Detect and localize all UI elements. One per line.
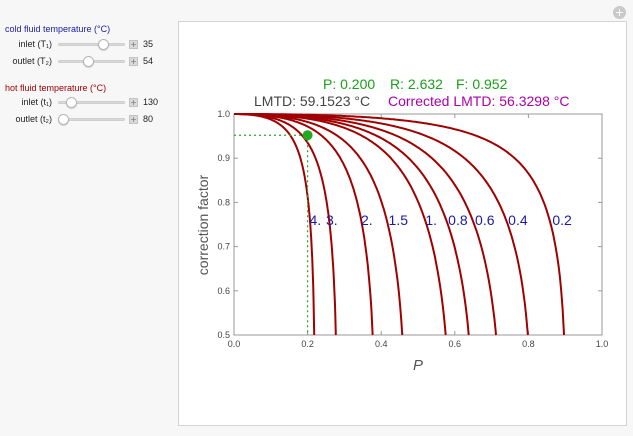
- info-r: R: 2.632: [390, 76, 443, 92]
- y-tick-label: 0.6: [217, 286, 230, 296]
- x-tick-label: 1.0: [596, 339, 609, 349]
- cold-inlet-row: inlet (T₁) + 35: [0, 38, 178, 52]
- curve-label-0.4: 0.4: [508, 212, 528, 228]
- y-tick-label: 0.5: [217, 330, 230, 340]
- curve-label-0.6: 0.6: [475, 212, 495, 228]
- curve-label-0.2: 0.2: [552, 212, 572, 228]
- cold-fluid-title-text: cold fluid temperature (°C): [5, 24, 111, 34]
- info-lmtd: LMTD: 59.1523 °C: [254, 93, 370, 109]
- y-tick-label: 0.7: [217, 242, 230, 252]
- info-p: P: 0.200: [323, 76, 375, 92]
- axes: 0.0 0.2 0.4 0.6 0.8 1.0 0.5 0.6 0.7 0.8 0.9 1.0: [217, 109, 608, 349]
- hot-outlet-label: outlet (t₂): [15, 114, 52, 124]
- hot-outlet-plus-icon[interactable]: +: [129, 115, 138, 124]
- hot-inlet-label: inlet (t₁): [21, 97, 52, 107]
- curve-1.: [234, 113, 447, 336]
- x-axis-label: P: [413, 357, 423, 374]
- info-corrected-lmtd: Corrected LMTD: 56.3298 °C: [388, 93, 569, 109]
- curve-label-4.: 4.: [309, 212, 321, 228]
- hot-inlet-slider-thumb[interactable]: [66, 97, 78, 108]
- cold-outlet-plus-icon[interactable]: +: [129, 57, 138, 66]
- hot-outlet-slider-thumb[interactable]: [58, 114, 69, 125]
- curve-0.2: [234, 113, 565, 335]
- y-tick-label: 0.8: [217, 197, 230, 207]
- hot-fluid-title-text: hot fluid temperature (°C): [5, 83, 107, 93]
- curve-label-1.5: 1.5: [389, 212, 409, 228]
- curve-label-3.: 3.: [326, 212, 338, 228]
- cold-inlet-value: 35: [143, 39, 154, 49]
- hot-inlet-value: 130: [143, 97, 159, 107]
- cold-inlet-slider[interactable]: [58, 43, 125, 46]
- x-tick-label: 0.6: [449, 339, 462, 349]
- plot-frame: [178, 21, 627, 426]
- operating-point-marker: [302, 130, 313, 141]
- cold-outlet-row: outlet (T₂) + 54: [0, 55, 178, 69]
- x-tick-label: 0.8: [522, 339, 535, 349]
- cold-outlet-slider-thumb[interactable]: [83, 56, 95, 67]
- curve-labels: 4. 3. 2. 1.5 1. 0.8 0.6 0.4 0.2: [309, 212, 572, 228]
- hot-inlet-slider[interactable]: [58, 101, 125, 104]
- x-tick-label: 0.0: [228, 339, 241, 349]
- controls-panel: cold fluid temperature (°C) inlet (T₁) +…: [0, 0, 178, 140]
- cold-outlet-label: outlet (T₂): [12, 56, 52, 66]
- plot-area: [233, 113, 603, 336]
- cold-outlet-value: 54: [143, 56, 154, 66]
- curve-label-1.: 1.: [425, 212, 437, 228]
- hot-inlet-row: inlet (t₁) + 130: [0, 96, 178, 110]
- curve-4.: [234, 113, 316, 335]
- curves: [234, 113, 565, 336]
- curve-label-0.8: 0.8: [448, 212, 468, 228]
- cold-inlet-slider-thumb[interactable]: [98, 39, 110, 50]
- y-tick-label: 0.9: [217, 153, 230, 163]
- cold-inlet-plus-icon[interactable]: +: [129, 40, 138, 49]
- hot-fluid-title: hot fluid temperature (°C): [5, 83, 106, 93]
- x-tick-label: 0.2: [301, 339, 314, 349]
- hot-outlet-value: 80: [143, 114, 154, 124]
- y-tick-label: 1.0: [217, 109, 230, 119]
- hot-inlet-plus-icon[interactable]: +: [129, 98, 138, 107]
- y-axis-label: correction factor: [195, 174, 211, 275]
- close-icon[interactable]: +: [613, 6, 626, 19]
- curve-label-2.: 2.: [361, 212, 373, 228]
- cold-fluid-title: cold fluid temperature (°C): [5, 24, 110, 34]
- x-tick-label: 0.4: [375, 339, 388, 349]
- hot-outlet-row: outlet (t₂) + 80: [0, 113, 178, 127]
- operating-point: [234, 130, 313, 335]
- info-f: F: 0.952: [456, 76, 508, 92]
- cold-inlet-label: inlet (T₁): [18, 39, 52, 49]
